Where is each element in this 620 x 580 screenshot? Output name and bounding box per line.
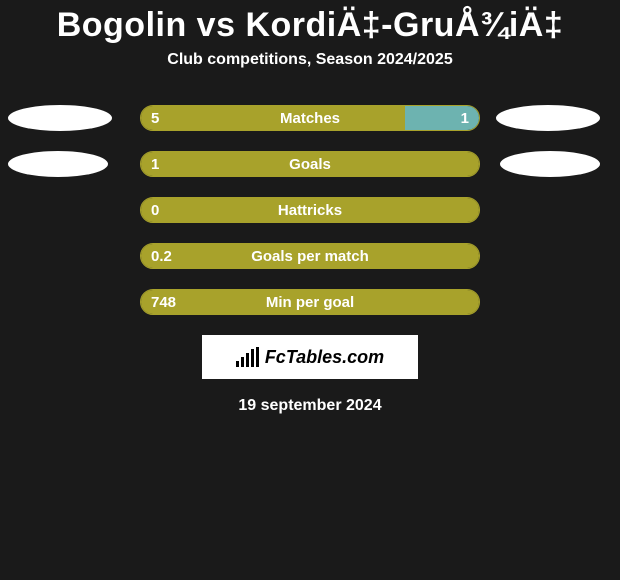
stat-bar: Matches51 [140,105,480,131]
page-root: Bogolin vs KordiÄ‡-GruÅ¾iÄ‡ Club competi… [0,0,620,580]
stat-bar: Min per goal748 [140,289,480,315]
stat-value-left: 0 [151,198,159,223]
stat-bar-left-seg [141,244,479,268]
brand-logo-box: FcTables.com [202,335,418,379]
stat-row: Matches51 [0,105,620,131]
player-avatar-right [496,105,600,131]
stat-bar-left-seg [141,152,479,176]
stat-bar-left-seg [141,106,405,130]
stat-row: Goals per match0.2 [0,243,620,269]
player-avatar-left [8,151,108,177]
stats-rows: Matches51Goals1Hattricks0Goals per match… [0,105,620,315]
player-avatar-left [8,105,112,131]
stat-bar: Goals per match0.2 [140,243,480,269]
stat-row: Hattricks0 [0,197,620,223]
stat-value-left: 0.2 [151,244,172,269]
stat-bar: Goals1 [140,151,480,177]
stat-bar: Hattricks0 [140,197,480,223]
stat-value-right: 1 [461,106,469,131]
page-subtitle: Club competitions, Season 2024/2025 [0,51,620,69]
stat-value-left: 1 [151,152,159,177]
footer-date: 19 september 2024 [0,397,620,415]
page-title: Bogolin vs KordiÄ‡-GruÅ¾iÄ‡ [0,6,620,45]
brand-logo-bars-icon [236,347,259,367]
stat-bar-left-seg [141,198,479,222]
player-avatar-right [500,151,600,177]
stat-row: Min per goal748 [0,289,620,315]
stat-bar-left-seg [141,290,479,314]
brand-logo-text: FcTables.com [265,347,384,368]
stat-value-left: 748 [151,290,176,315]
stat-row: Goals1 [0,151,620,177]
stat-value-left: 5 [151,106,159,131]
